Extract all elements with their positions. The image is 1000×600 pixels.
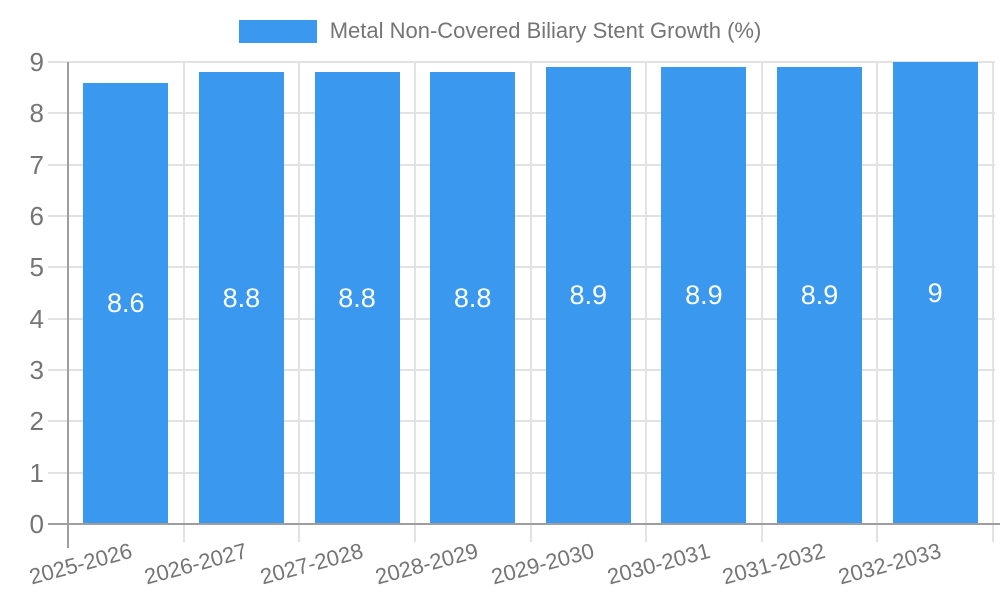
x-gridline xyxy=(529,62,532,542)
x-tick-label: 2025-2026 xyxy=(26,538,135,590)
bar-value-label: 8.9 xyxy=(569,280,608,311)
y-axis-line xyxy=(67,62,69,548)
legend[interactable]: Metal Non-Covered Biliary Stent Growth (… xyxy=(0,17,1000,45)
bar-value-label: 8.9 xyxy=(800,280,839,311)
y-gridline xyxy=(48,471,995,474)
bar[interactable]: 8.8 xyxy=(430,72,516,524)
x-tick-label: 2031-2032 xyxy=(719,538,829,590)
x-gridline xyxy=(645,62,648,542)
x-axis-line xyxy=(48,523,1000,525)
x-tick-label: 2026-2027 xyxy=(141,538,250,590)
bar-value-label: 8.6 xyxy=(107,287,145,318)
bar[interactable]: 8.8 xyxy=(198,72,284,524)
y-gridline xyxy=(48,317,995,320)
y-tick-label: 1 xyxy=(29,457,44,488)
y-tick-label: 0 xyxy=(29,509,44,539)
bar[interactable]: 8.9 xyxy=(661,67,747,524)
y-tick-label: 8 xyxy=(29,98,44,129)
x-tick-label: 2029-2030 xyxy=(488,538,597,590)
y-gridline xyxy=(48,215,995,217)
y-tick-label: 6 xyxy=(29,201,44,231)
x-gridline xyxy=(992,62,994,542)
x-tick-label: 2030-2031 xyxy=(604,538,713,590)
bar-value-label: 8.8 xyxy=(453,282,492,313)
bar[interactable]: 8.6 xyxy=(83,82,169,524)
x-gridline xyxy=(182,62,185,542)
y-gridline xyxy=(48,112,995,115)
y-gridline xyxy=(48,420,995,423)
y-tick-label: 9 xyxy=(29,47,44,77)
bar-value-label: 8.8 xyxy=(222,282,261,313)
y-gridline xyxy=(48,369,995,371)
x-tick-label: 2028-2029 xyxy=(373,538,482,590)
y-tick-label: 2 xyxy=(29,406,44,437)
bar[interactable]: 8.8 xyxy=(314,72,400,524)
x-gridline xyxy=(876,62,879,542)
x-gridline xyxy=(413,62,416,542)
y-tick-label: 7 xyxy=(29,149,44,180)
y-tick-label: 4 xyxy=(29,303,44,334)
bar-value-label: 9 xyxy=(927,277,943,308)
y-gridline xyxy=(48,266,995,269)
bar-value-label: 8.9 xyxy=(685,280,723,311)
legend-label: Metal Non-Covered Biliary Stent Growth (… xyxy=(329,18,762,43)
y-gridline xyxy=(48,163,995,166)
x-gridline xyxy=(298,62,301,542)
y-tick-label: 5 xyxy=(29,252,44,283)
y-gridline xyxy=(48,61,995,63)
bar[interactable]: 9 xyxy=(892,62,978,524)
bar-value-label: 8.8 xyxy=(338,282,376,313)
x-gridline xyxy=(760,62,763,542)
legend-swatch xyxy=(238,19,317,43)
x-tick-label: 2032-2033 xyxy=(835,538,944,590)
x-tick-label: 2027-2028 xyxy=(257,538,366,590)
bar[interactable]: 8.9 xyxy=(777,67,863,524)
bar[interactable]: 8.9 xyxy=(545,67,631,524)
y-tick-label: 3 xyxy=(29,355,44,385)
